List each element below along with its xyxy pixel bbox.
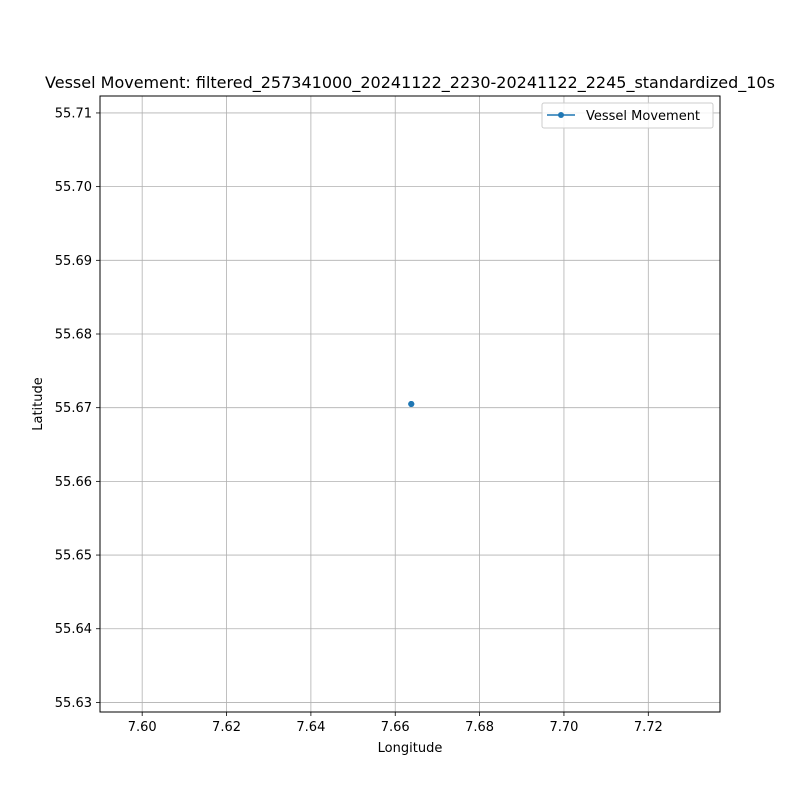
- grid: [100, 96, 720, 712]
- legend-marker-swatch: [558, 112, 564, 118]
- legend-box: [541, 102, 714, 129]
- x-tick-label: 7.62: [212, 720, 241, 735]
- x-tick-label: 7.66: [381, 720, 410, 735]
- x-tick-label: 7.68: [465, 720, 494, 735]
- y-tick-label: 55.63: [55, 696, 92, 711]
- legend-label: Vessel Movement: [586, 109, 700, 124]
- x-tick-label: 7.70: [549, 720, 578, 735]
- x-axis-label: Longitude: [378, 741, 443, 756]
- y-axis-label: Latitude: [31, 377, 46, 431]
- y-tick-label: 55.68: [55, 328, 92, 343]
- chart-title: Vessel Movement: filtered_257341000_2024…: [45, 73, 775, 93]
- data-series: [408, 401, 415, 407]
- y-tick-label: 55.64: [55, 622, 92, 637]
- y-tick-label: 55.66: [55, 475, 92, 490]
- ticks: 7.60 7.62 7.64 7.66 7.68 7.70 7.72 55.63 55.64 55…: [55, 106, 663, 735]
- y-tick-label: 55.69: [55, 254, 92, 269]
- legend: Vessel Movement: [541, 102, 714, 129]
- x-tick-label: 7.64: [296, 720, 325, 735]
- y-tick-label: 55.67: [55, 401, 92, 416]
- x-tick-label: 7.60: [128, 720, 157, 735]
- y-tick-label: 55.70: [55, 180, 92, 195]
- x-tick-label: 7.72: [634, 720, 663, 735]
- plot-area-frame: [99, 95, 721, 713]
- data-point: [408, 401, 415, 407]
- y-tick-label: 55.71: [55, 106, 92, 121]
- y-tick-label: 55.65: [55, 549, 92, 564]
